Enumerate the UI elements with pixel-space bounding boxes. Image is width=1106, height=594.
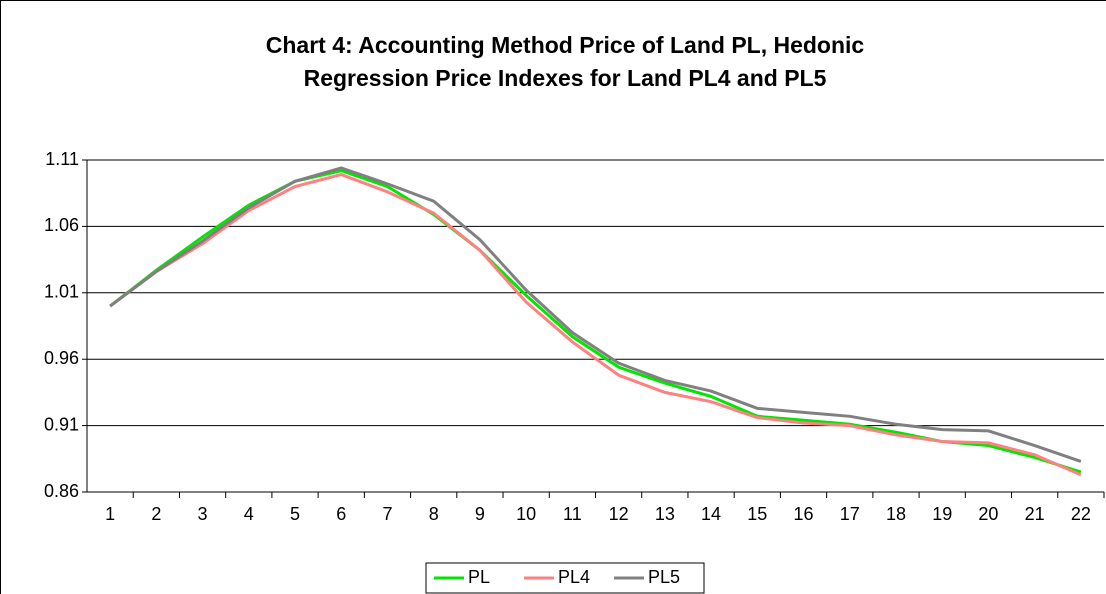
x-tick-label: 20 <box>978 504 998 524</box>
x-tick-label: 1 <box>105 504 115 524</box>
x-tick-label: 3 <box>198 504 208 524</box>
x-tick-label: 7 <box>382 504 392 524</box>
x-tick-label: 9 <box>475 504 485 524</box>
y-tick-label: 1.06 <box>44 215 79 235</box>
legend-label: PL5 <box>648 567 680 587</box>
y-tick-label: 1.01 <box>44 282 79 302</box>
x-tick-label: 16 <box>794 504 814 524</box>
x-tick-label: 8 <box>429 504 439 524</box>
x-tick-label: 6 <box>336 504 346 524</box>
x-tick-label: 17 <box>840 504 860 524</box>
chart-title: Regression Price Indexes for Land PL4 an… <box>304 65 827 91</box>
chart-title: Chart 4: Accounting Method Price of Land… <box>266 32 865 58</box>
legend-label: PL4 <box>558 567 590 587</box>
x-tick-label: 13 <box>655 504 675 524</box>
x-tick-label: 5 <box>290 504 300 524</box>
legend-label: PL <box>468 567 490 587</box>
x-tick-label: 11 <box>563 504 582 524</box>
x-tick-label: 4 <box>244 504 254 524</box>
y-tick-label: 1.11 <box>45 149 79 169</box>
line-series <box>109 173 1082 477</box>
x-tick-label: 19 <box>932 504 952 524</box>
x-tick-label: 12 <box>609 504 629 524</box>
legend-box <box>425 562 705 594</box>
y-tick-label: 0.96 <box>44 348 79 368</box>
y-tick-label: 0.86 <box>44 481 79 501</box>
line-series <box>109 166 1082 463</box>
x-tick-label: 18 <box>886 504 906 524</box>
x-tick-label: 15 <box>747 504 767 524</box>
y-tick-label: 0.91 <box>44 414 79 434</box>
x-tick-label: 14 <box>701 504 721 524</box>
x-tick-label: 21 <box>1025 504 1045 524</box>
x-tick-label: 2 <box>151 504 161 524</box>
x-tick-label: 10 <box>516 504 536 524</box>
x-tick-label: 22 <box>1071 504 1091 524</box>
